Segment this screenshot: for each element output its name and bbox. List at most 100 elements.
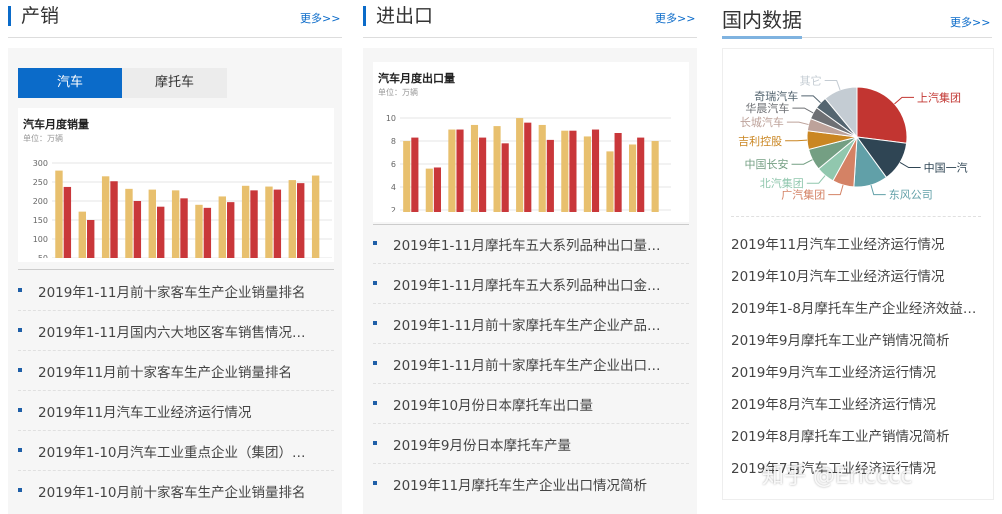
y-tick-label: 250 xyxy=(33,178,48,187)
pie-label: 华晨汽车 xyxy=(745,101,789,115)
chart-title: 汽车月度出口量 xyxy=(378,71,455,85)
bar xyxy=(501,143,509,214)
bars xyxy=(403,118,659,214)
tab[interactable]: 摩托车 xyxy=(122,68,227,98)
bullet xyxy=(18,368,22,372)
bar xyxy=(591,129,600,214)
tab[interactable]: 汽车 xyxy=(18,68,122,98)
leader-line xyxy=(828,184,844,196)
leader-line xyxy=(824,80,841,91)
y-tick-label: 10 xyxy=(386,114,396,123)
bullet xyxy=(373,441,377,445)
separator xyxy=(18,470,334,471)
bullet xyxy=(18,288,22,292)
bar xyxy=(448,129,456,214)
bar xyxy=(651,141,659,214)
bullet xyxy=(373,321,377,325)
pie-label: 奇瑞汽车 xyxy=(754,89,798,103)
bar xyxy=(479,137,487,214)
bar xyxy=(110,181,118,260)
bullet xyxy=(373,281,377,285)
pie-label: 其它 xyxy=(800,74,822,88)
more-link[interactable]: 更多>> xyxy=(300,12,341,25)
bar xyxy=(250,190,258,260)
clip-cover xyxy=(18,258,334,260)
bar xyxy=(606,151,614,214)
bar xyxy=(273,189,282,260)
separator xyxy=(373,343,689,344)
bar xyxy=(425,168,433,214)
pie-label: 长城汽车 xyxy=(740,115,784,129)
separator xyxy=(731,216,981,217)
header-rule xyxy=(722,37,992,38)
bar xyxy=(157,206,165,260)
pie-label: 北汽集团 xyxy=(760,176,804,190)
pie-slice xyxy=(824,86,858,139)
leader-line xyxy=(791,159,813,165)
header-accent xyxy=(722,36,802,39)
news-item[interactable]: 2019年9月摩托车工业产销情况简析 xyxy=(731,333,950,349)
bar xyxy=(101,176,110,260)
news-item[interactable]: 2019年11月前十家客车生产企业销量排名 xyxy=(38,365,293,381)
more-link[interactable]: 更多>> xyxy=(655,12,696,25)
bar xyxy=(63,186,72,260)
y-tick-label: 4 xyxy=(391,183,396,192)
leader-line xyxy=(792,107,814,114)
bar xyxy=(125,188,133,260)
news-item[interactable]: 2019年7月汽车工业经济运行情况 xyxy=(731,461,936,477)
bar xyxy=(583,136,591,214)
news-item[interactable]: 2019年1-11月摩托车五大系列品种出口量… xyxy=(393,238,661,254)
bullet xyxy=(18,408,22,412)
news-item[interactable]: 2019年1-10月汽车工业重点企业（集团）… xyxy=(38,445,306,461)
news-item[interactable]: 2019年1-8月摩托车生产企业经济效益… xyxy=(731,301,977,317)
pie-label: 吉利控股 xyxy=(738,134,782,148)
pie-label: 中国长安 xyxy=(745,157,789,171)
bar xyxy=(265,186,273,260)
y-tick-label: 300 xyxy=(33,159,48,168)
header-rule xyxy=(8,37,342,38)
bars xyxy=(55,170,320,260)
bar xyxy=(195,204,203,260)
bullet xyxy=(373,481,377,485)
news-item[interactable]: 2019年1-11月国内六大地区客车销售情况… xyxy=(38,325,306,341)
bar xyxy=(180,198,188,260)
panel-title: 国内数据 xyxy=(722,8,802,32)
bar xyxy=(78,211,86,260)
news-item[interactable]: 2019年1-11月摩托车五大系列品种出口金… xyxy=(393,278,661,294)
news-item[interactable]: 2019年1-11月前十家客车生产企业销量排名 xyxy=(38,285,306,301)
bar xyxy=(171,190,180,260)
bar xyxy=(241,185,250,260)
y-tick-label: 200 xyxy=(33,197,48,206)
header-rule xyxy=(363,37,697,38)
news-item[interactable]: 2019年10月份日本摩托车出口量 xyxy=(393,398,594,414)
separator xyxy=(18,350,334,351)
chart-title: 汽车月度销量 xyxy=(23,117,89,131)
leader-line xyxy=(801,95,821,104)
news-item[interactable]: 2019年1-11月前十家摩托车生产企业产品… xyxy=(393,318,661,334)
news-item[interactable]: 2019年11月汽车工业经济运行情况 xyxy=(38,405,252,421)
watermark: 知乎 @Ericccc xyxy=(762,464,913,489)
news-item[interactable]: 2019年10月汽车工业经济运行情况 xyxy=(731,269,945,285)
news-item[interactable]: 2019年11月汽车工业经济运行情况 xyxy=(731,237,945,253)
bar xyxy=(456,129,464,214)
more-link[interactable]: 更多>> xyxy=(950,16,991,29)
news-item[interactable]: 2019年9月份日本摩托车产量 xyxy=(393,438,571,454)
separator xyxy=(18,269,334,270)
news-item[interactable]: 2019年1-11月前十家摩托车生产企业出口… xyxy=(393,358,661,374)
bullet xyxy=(18,448,22,452)
bar xyxy=(411,137,419,214)
news-item[interactable]: 2019年1-10月前十家客车生产企业销量排名 xyxy=(38,485,306,501)
chart-subtitle: 单位：万辆 xyxy=(23,133,63,143)
bullet xyxy=(373,241,377,245)
news-item[interactable]: 2019年8月汽车工业经济运行情况 xyxy=(731,397,936,413)
y-tick-label: 100 xyxy=(33,235,48,244)
y-tick-label: 8 xyxy=(391,137,396,146)
news-item[interactable]: 2019年9月汽车工业经济运行情况 xyxy=(731,365,936,381)
news-item[interactable]: 2019年8月摩托车工业产销情况简析 xyxy=(731,429,950,445)
separator xyxy=(18,310,334,311)
news-item[interactable]: 2019年11月摩托车生产企业出口情况简析 xyxy=(393,478,648,494)
bar xyxy=(87,220,95,260)
